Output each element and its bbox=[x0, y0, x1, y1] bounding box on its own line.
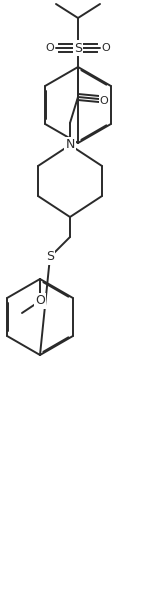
Text: S: S bbox=[74, 41, 82, 55]
Text: O: O bbox=[100, 96, 108, 106]
Text: O: O bbox=[35, 295, 45, 307]
Text: S: S bbox=[46, 250, 54, 264]
Text: O: O bbox=[46, 43, 54, 53]
Text: O: O bbox=[102, 43, 110, 53]
Text: N: N bbox=[65, 139, 75, 152]
